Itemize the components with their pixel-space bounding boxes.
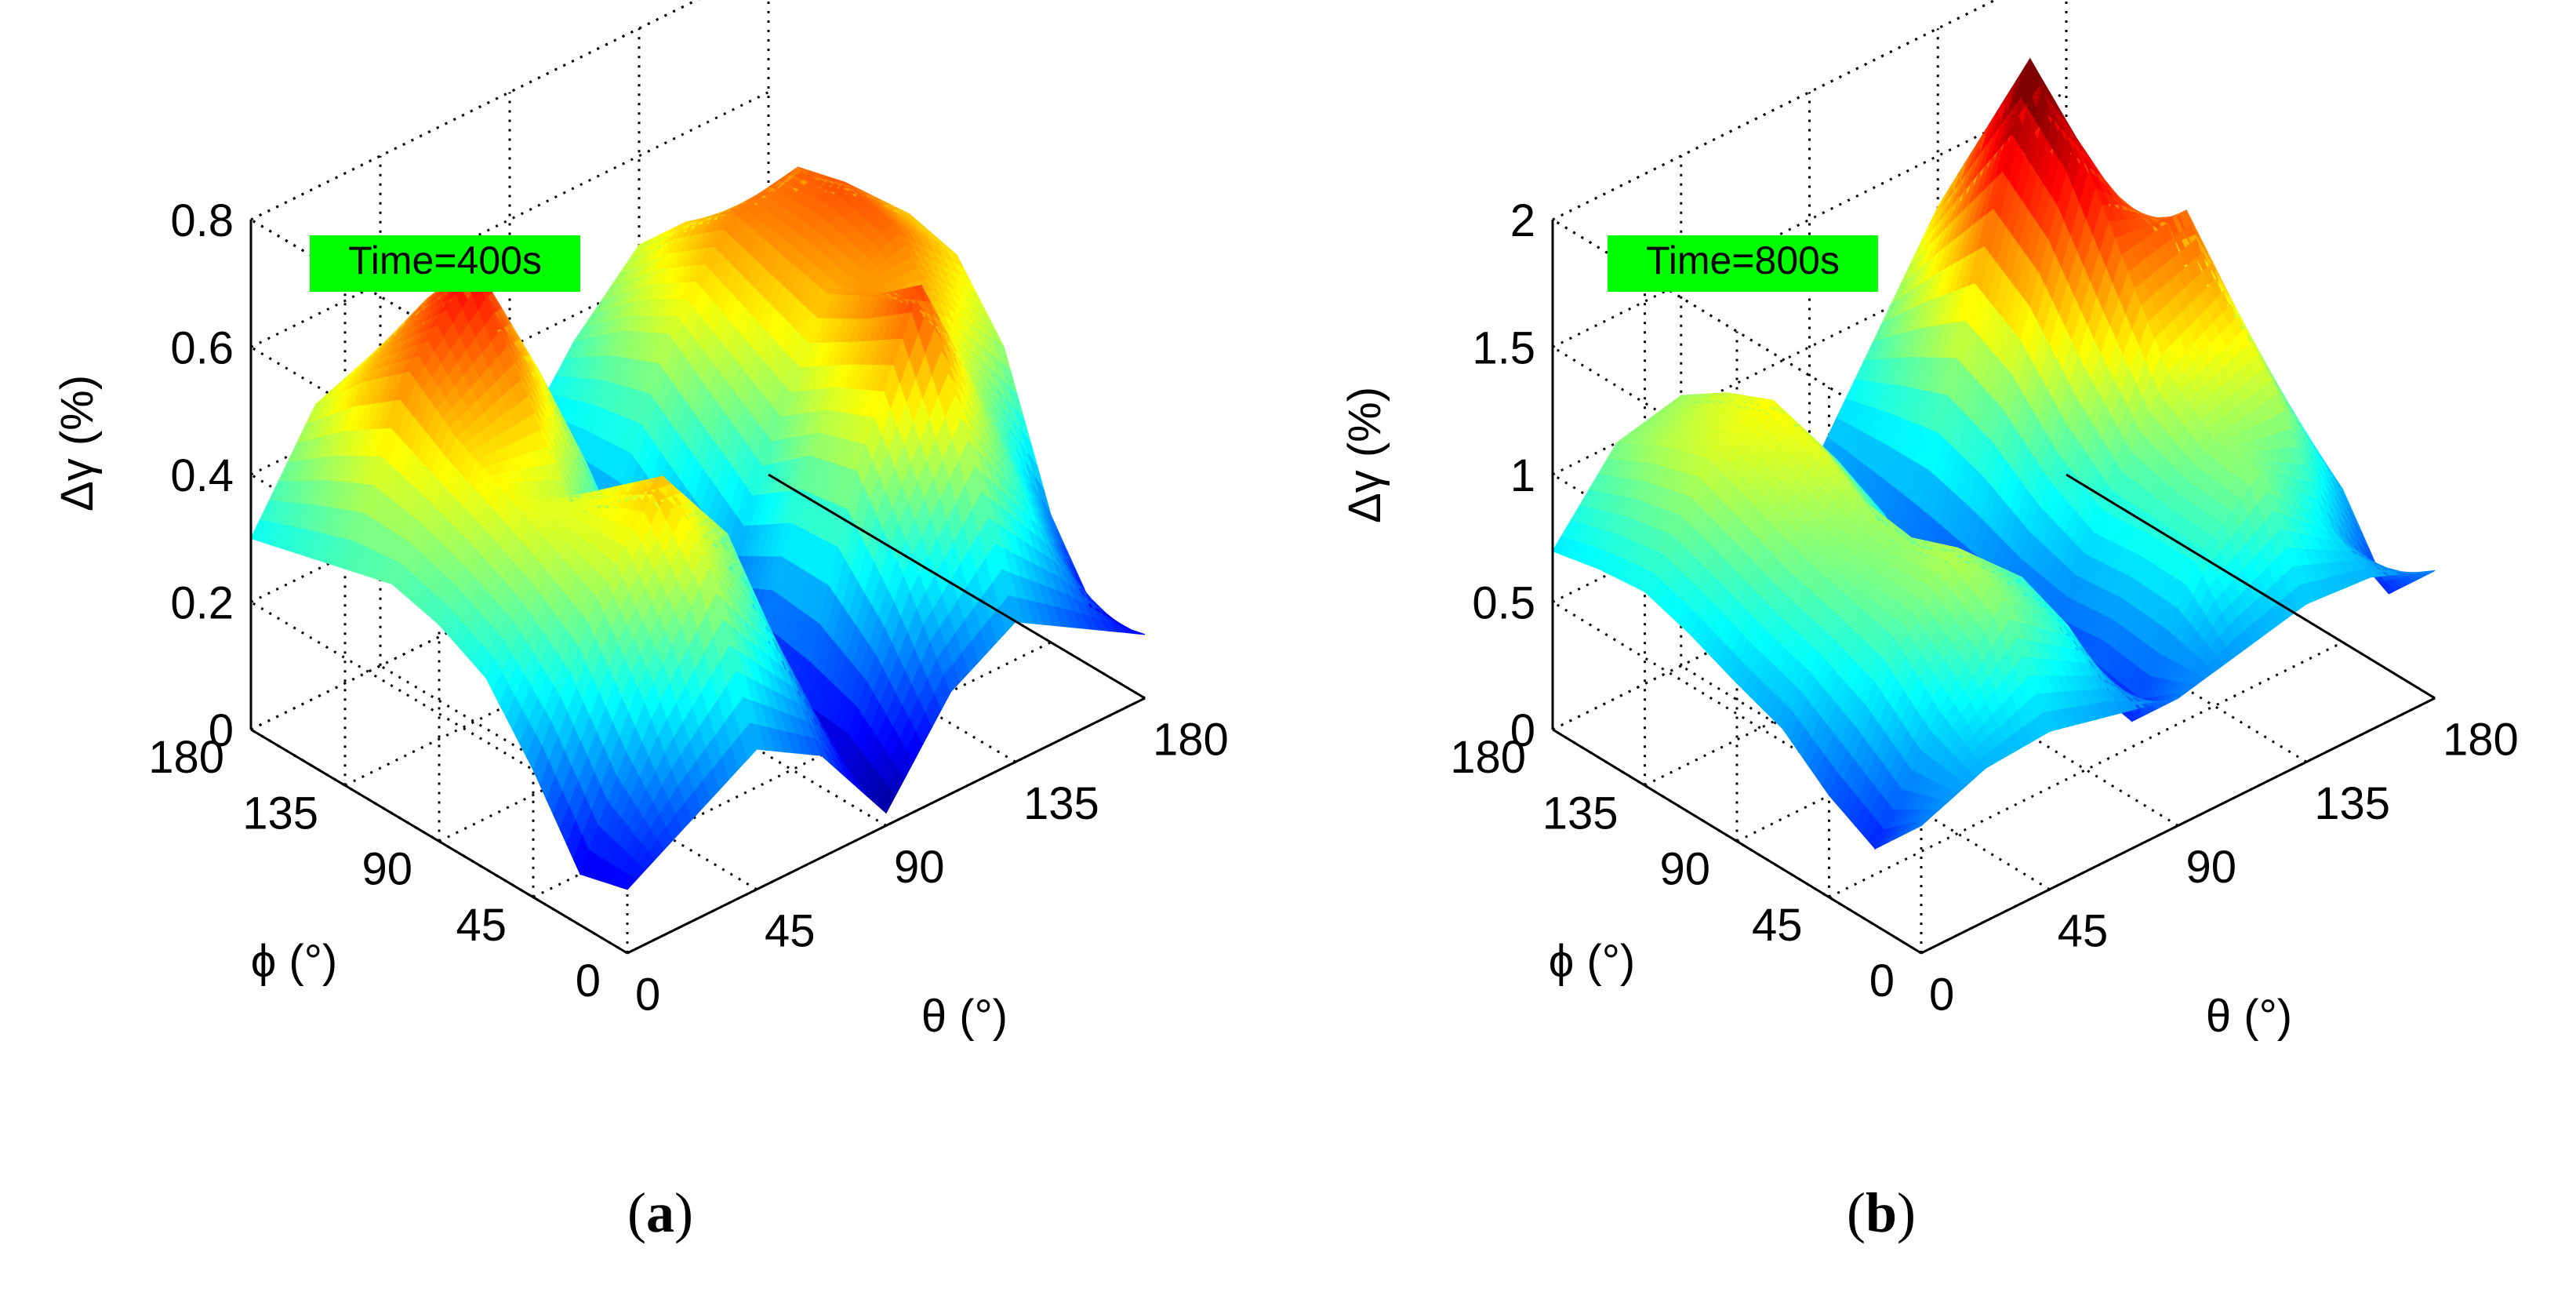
phi-tick-label: 0 (576, 955, 601, 1006)
theta-tick-label: 90 (2186, 842, 2237, 893)
theta-tick-label: 180 (2443, 715, 2519, 766)
theta-tick-label: 45 (2058, 905, 2109, 956)
annotation-text: Time=400s (348, 238, 542, 282)
surface-a (250, 166, 1146, 890)
z-tick-label: 1 (1510, 450, 1535, 501)
annotation-text: Time=800s (1646, 238, 1840, 282)
surface-b (1552, 57, 2436, 850)
annotation-a: Time=400s (310, 235, 580, 292)
theta-tick-label: 135 (2314, 778, 2390, 829)
z-tick-label: 0.6 (170, 322, 234, 373)
z-tick-label: 0 (1510, 705, 1535, 756)
phi-tick-label: 180 (1450, 732, 1526, 783)
phi-tick-label: 0 (1869, 955, 1895, 1006)
annotation-box (310, 235, 580, 292)
phi-tick-label: 180 (148, 732, 224, 783)
z-tick-label: 2 (1510, 195, 1535, 246)
theta-tick-label: 45 (765, 905, 816, 956)
z-tick-label: 0.8 (170, 195, 234, 246)
phi-tick-label: 135 (242, 788, 318, 839)
caption-a-letter: a (645, 1181, 674, 1244)
z-tick-label: 0.4 (170, 450, 234, 501)
z-tick-label: 1.5 (1472, 322, 1535, 373)
annotation-box (1608, 235, 1878, 292)
theta-tick-label: 135 (1023, 778, 1099, 829)
caption-b: (b) (1847, 1181, 1917, 1244)
caption-b-letter: b (1865, 1181, 1898, 1244)
phi-tick-label: 45 (1752, 900, 1803, 951)
annotation-b: Time=800s (1608, 235, 1878, 292)
axis-labels-b: Δγ (%) ϕ (°) θ (°) (1339, 387, 2292, 1042)
axes-b (1551, 220, 2436, 955)
z-tick-label: 0.5 (1472, 577, 1535, 628)
axis-labels-a: Δγ (%) ϕ (°) θ (°) (52, 375, 1008, 1042)
phi-tick-label: 135 (1542, 788, 1619, 839)
caption-a: (a) (627, 1181, 693, 1244)
theta-tick-label: 0 (1929, 970, 1954, 1021)
theta-axis-label: θ (°) (2206, 991, 2292, 1042)
phi-axis-label: ϕ (°) (1549, 936, 1635, 987)
phi-tick-label: 90 (362, 844, 412, 895)
z-axis-label: Δγ (%) (52, 375, 103, 511)
theta-axis-label: θ (°) (921, 991, 1008, 1042)
theta-tick-label: 90 (894, 842, 945, 893)
z-axis-label: Δγ (%) (1339, 387, 1390, 523)
z-tick-label: 0.2 (170, 577, 234, 628)
axes-a (249, 220, 1146, 955)
theta-tick-label: 180 (1153, 715, 1229, 766)
theta-tick-label: 0 (635, 970, 660, 1021)
phi-tick-label: 45 (456, 900, 507, 951)
phi-axis-label: ϕ (°) (251, 936, 337, 987)
z-tick-label: 0 (209, 705, 234, 756)
phi-tick-label: 90 (1659, 844, 1710, 895)
